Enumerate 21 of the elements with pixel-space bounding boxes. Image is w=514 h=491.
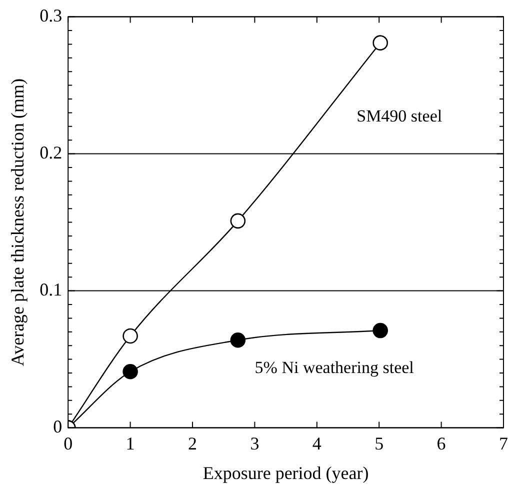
x-tick-label: 3 [250, 433, 260, 454]
point [372, 322, 388, 338]
point [230, 332, 246, 348]
x-tick-label: 2 [188, 433, 197, 454]
y-axis-title: Average plate thickness reduction (mm) [8, 78, 28, 366]
series-label: SM490 steel [356, 106, 442, 126]
y-tick-label: 0.2 [40, 142, 62, 163]
x-tick-label: 7 [499, 433, 508, 454]
x-tick-label: 6 [436, 433, 446, 454]
y-tick-label: 0.3 [40, 6, 62, 26]
x-axis-title: Exposure period (year) [202, 462, 369, 483]
x-tick-label: 4 [312, 433, 322, 454]
y-tick-label: 0.1 [40, 280, 62, 300]
point [230, 213, 246, 229]
x-tick-label: 5 [374, 433, 384, 454]
point [122, 364, 138, 380]
y-tick-label: 0 [53, 416, 62, 437]
x-tick-label: 1 [126, 433, 135, 454]
point [372, 35, 388, 50]
series-label: 5% Ni weathering steel [254, 358, 414, 377]
point [122, 328, 138, 344]
